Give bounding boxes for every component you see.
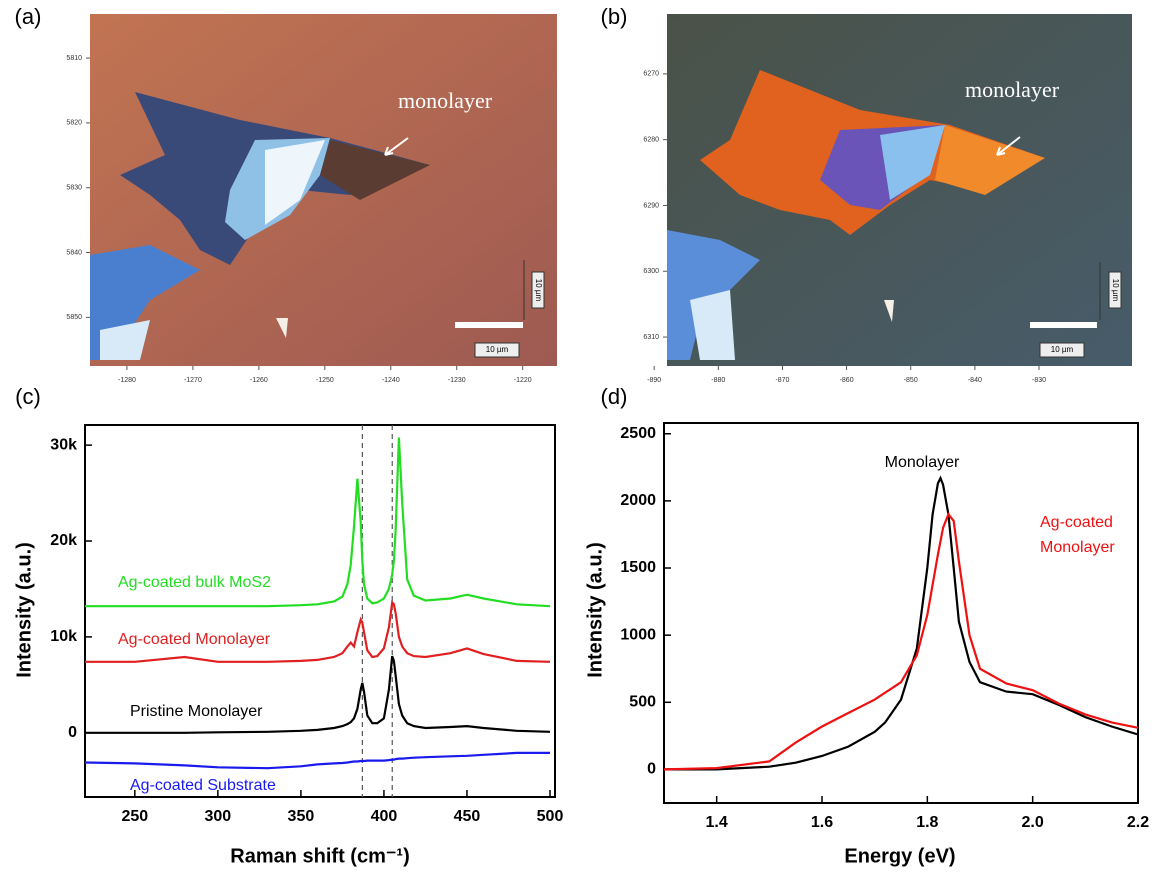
y-tick-label: 6300 xyxy=(643,268,659,275)
y-tick-label: 10k xyxy=(50,628,77,645)
x-tick-label: -880 xyxy=(711,377,725,384)
x-tick-label: -1240 xyxy=(382,377,400,384)
y-tick-label: 20k xyxy=(50,532,77,549)
x-tick-label: 1.6 xyxy=(811,814,833,831)
y-tick-label: 6310 xyxy=(643,334,659,341)
series-label: Ag-coated Monolayer xyxy=(118,631,271,648)
annotation: monolayer xyxy=(965,77,1060,102)
y-tick-label: 6290 xyxy=(643,202,659,209)
x-tick-label: 400 xyxy=(371,808,398,825)
x-tick-label: -890 xyxy=(647,377,661,384)
series-label: Ag-coated bulk MoS2 xyxy=(118,574,271,591)
panel-label: (d) xyxy=(601,384,628,409)
series-line xyxy=(85,656,550,733)
chart: (a) monolayer 10 µm 10 µm -1280 -1270 -1260 -12… xyxy=(0,0,1156,872)
x-tick-label: -850 xyxy=(904,377,918,384)
x-tick-label: -840 xyxy=(968,377,982,384)
micrograph-b xyxy=(667,14,1132,366)
x-axis-title: Energy (eV) xyxy=(844,845,955,867)
series-line xyxy=(85,753,550,768)
panel-label: (c) xyxy=(15,384,41,409)
x-tick-label: 250 xyxy=(121,808,148,825)
y-tick-label: 5810 xyxy=(66,55,82,62)
x-axis-title: Raman shift (cm⁻¹) xyxy=(230,845,409,867)
plot-frame xyxy=(664,423,1138,803)
y-tick-label: 6280 xyxy=(643,137,659,144)
series-label: Ag-coated Substrate xyxy=(130,777,276,794)
x-tick-label: 2.2 xyxy=(1127,814,1149,831)
scale-label: 10 µm xyxy=(1051,345,1074,354)
x-tick-label: 1.8 xyxy=(916,814,938,831)
y-tick-label: 2500 xyxy=(620,425,656,442)
y-tick-label: 1000 xyxy=(620,626,656,643)
x-tick-label: 450 xyxy=(454,808,481,825)
scale-label: 10 µm xyxy=(486,345,509,354)
y-tick-label: 5840 xyxy=(66,249,82,256)
y-tick-label: 2000 xyxy=(620,492,656,509)
x-tick-label: 1.4 xyxy=(706,814,728,831)
series-label: Ag-coated Monolayer xyxy=(1040,510,1130,560)
x-tick-label: 2.0 xyxy=(1022,814,1044,831)
x-tick-label: -870 xyxy=(775,377,789,384)
y-tick-label: 5820 xyxy=(66,120,82,127)
x-tick-label: -1220 xyxy=(514,377,532,384)
x-tick-label: 500 xyxy=(537,808,564,825)
x-tick-label: -1250 xyxy=(316,377,334,384)
y-tick-label: 30k xyxy=(50,436,77,453)
x-tick-label: 300 xyxy=(205,808,232,825)
scale-label: 10 µm xyxy=(534,279,543,302)
y-tick-label: 0 xyxy=(647,761,656,778)
x-tick-label: -1230 xyxy=(448,377,466,384)
x-tick-label: -860 xyxy=(840,377,854,384)
y-tick-label: 5850 xyxy=(66,314,82,321)
panel-label: (a) xyxy=(15,4,42,29)
y-tick-label: 1500 xyxy=(620,559,656,576)
panel-label: (b) xyxy=(601,4,628,29)
y-tick-label: 0 xyxy=(68,724,77,741)
y-axis-title: Intensity (a.u.) xyxy=(13,542,35,678)
y-tick-label: 5830 xyxy=(66,185,82,192)
y-tick-label: 6270 xyxy=(643,71,659,78)
x-tick-label: -1280 xyxy=(118,377,136,384)
figure: (a) monolayer 10 µm 10 µm -1280 -1270 -1260 -12… xyxy=(0,0,1156,872)
series-label: Monolayer xyxy=(885,454,960,471)
y-axis-title: Intensity (a.u.) xyxy=(584,542,606,678)
scale-label: 10 µm xyxy=(1111,279,1120,302)
x-tick-label: 350 xyxy=(288,808,315,825)
x-tick-label: -1270 xyxy=(184,377,202,384)
y-tick-label: 500 xyxy=(629,694,656,711)
micrograph-a xyxy=(90,14,557,366)
annotation: monolayer xyxy=(398,88,493,113)
x-tick-label: -1260 xyxy=(250,377,268,384)
plot-frame xyxy=(85,425,555,797)
x-tick-label: -830 xyxy=(1032,377,1046,384)
series-label: Pristine Monolayer xyxy=(130,703,263,720)
